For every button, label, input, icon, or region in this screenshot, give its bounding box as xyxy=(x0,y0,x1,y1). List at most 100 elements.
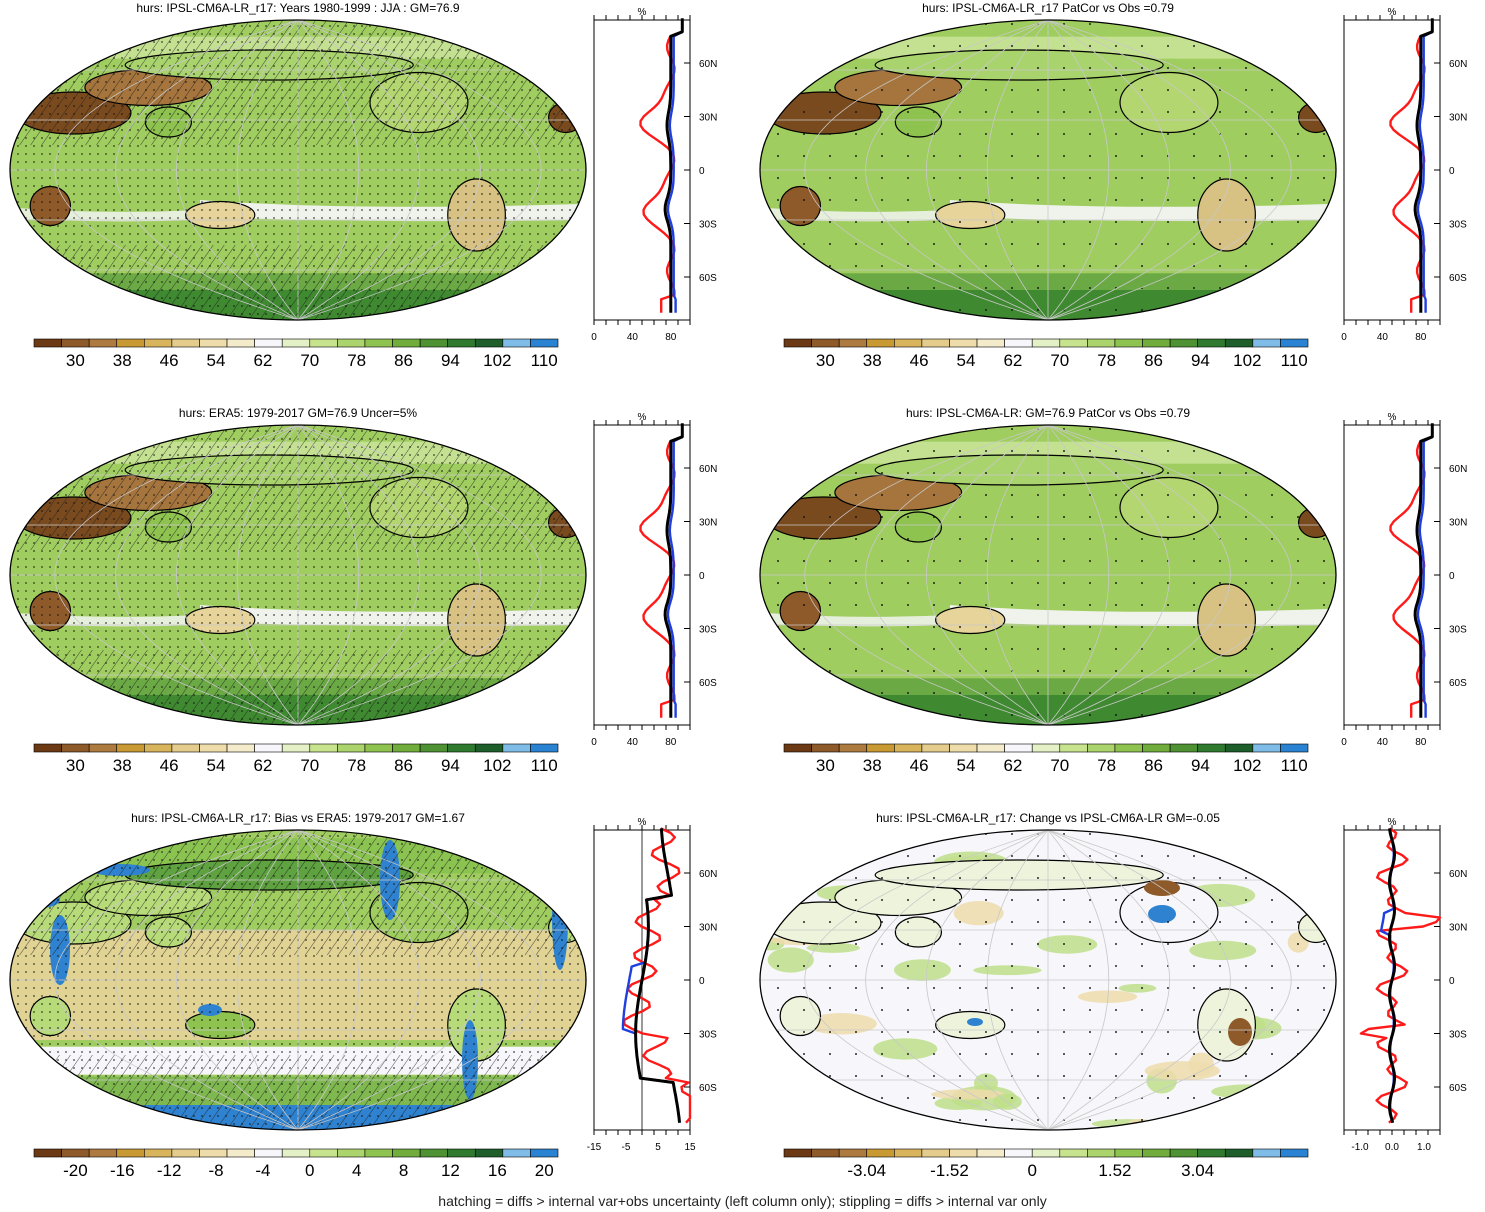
figure-caption: hatching = diffs > internal var+obs unce… xyxy=(438,1193,1047,1209)
colorbar-swatch xyxy=(1197,743,1226,753)
colorbar-swatch xyxy=(1169,1148,1198,1158)
colorbar-label: 62 xyxy=(1003,756,1022,775)
colorbar-label: 78 xyxy=(347,351,366,370)
colorbar-label: 46 xyxy=(160,756,179,775)
colorbar-swatch xyxy=(1059,743,1088,753)
profile-frame xyxy=(1343,424,1441,726)
colorbar-swatch xyxy=(1059,1148,1088,1158)
colorbar-swatch xyxy=(419,1148,448,1158)
colorbar-label: 94 xyxy=(1191,351,1210,370)
colorbar-swatch xyxy=(783,338,812,348)
latitude-label: 30S xyxy=(699,625,717,636)
colorbar-swatch xyxy=(838,1148,868,1158)
profile-frame xyxy=(1343,19,1441,321)
colorbar-swatch xyxy=(392,1148,421,1158)
colorbar-label: -3.04 xyxy=(847,1161,886,1180)
colorbar-label: 30 xyxy=(66,351,85,370)
colorbar-label: 102 xyxy=(483,756,511,775)
latitude-label: 30N xyxy=(1449,518,1467,529)
colorbar-swatch xyxy=(171,1148,200,1158)
panel-graphics: % 0 40 80 60N 30N 0 30S 60S 30 38 46 54 62 70 78 86 94 102… xyxy=(759,7,1467,370)
profile-xtick-label: 0 xyxy=(591,332,597,343)
colorbar-label: 110 xyxy=(531,351,558,370)
latitude-label: 30N xyxy=(1449,113,1467,124)
colorbar-label: 38 xyxy=(113,756,132,775)
colorbar-swatch xyxy=(530,743,559,753)
colorbar-swatch xyxy=(783,1148,812,1158)
colorbar-label: 70 xyxy=(1050,351,1069,370)
latitude-label: 30N xyxy=(699,518,717,529)
colorbar-swatch xyxy=(1114,338,1143,348)
map-title: hurs: IPSL-CM6A-LR_r17: Bias vs ERA5: 19… xyxy=(131,811,465,825)
colorbar-label: 54 xyxy=(207,351,226,370)
colorbar-swatch xyxy=(61,338,90,348)
profile-xtick-label: -15 xyxy=(587,1142,602,1153)
colorbar-swatch xyxy=(447,338,476,348)
profile-xtick-label: 0 xyxy=(1341,332,1347,343)
colorbar-swatch xyxy=(1087,338,1116,348)
colorbar-swatch xyxy=(1142,1148,1171,1158)
colorbar-label: 30 xyxy=(816,351,835,370)
colorbar-label: 8 xyxy=(399,1161,408,1180)
profile-xtick-label: 80 xyxy=(1415,737,1427,748)
colorbar-label: 4 xyxy=(352,1161,361,1180)
colorbar-swatch xyxy=(1031,1148,1061,1158)
zonal-mean-profile: % -15 -5 5 15 60N 30N 0 30S 60S xyxy=(587,817,718,1153)
profile-line-ocean xyxy=(1416,423,1434,718)
map-title: hurs: IPSL-CM6A-LR_r17: Years 1980-1999 … xyxy=(136,1,460,15)
colorbar-swatch xyxy=(1252,1148,1281,1158)
graticule xyxy=(10,830,586,1130)
colorbar-label: 1.52 xyxy=(1098,1161,1131,1180)
colorbar: -3.04 -1.52 0 1.52 3.04 xyxy=(783,1148,1309,1180)
zonal-mean-profile: % 0 40 80 60N 30N 0 30S 60S xyxy=(591,412,717,748)
colorbar-swatch xyxy=(1087,743,1116,753)
colorbar-swatch xyxy=(1252,743,1281,753)
colorbar-swatch xyxy=(949,1148,978,1158)
latitude-label: 30S xyxy=(699,1030,717,1041)
colorbar-swatch xyxy=(838,338,868,348)
profile-xtick-label: -1.0 xyxy=(1351,1142,1369,1153)
colorbar-swatch xyxy=(1169,338,1198,348)
colorbar-swatch xyxy=(866,1148,895,1158)
colorbar-swatch xyxy=(199,743,228,753)
zonal-mean-profile: % 0 40 80 60N 30N 0 30S 60S xyxy=(1341,7,1467,343)
colorbar-swatch xyxy=(1280,743,1309,753)
colorbar-label: 12 xyxy=(441,1161,460,1180)
colorbar-swatch xyxy=(1059,338,1088,348)
map-frame xyxy=(759,424,1337,726)
map-title: hurs: ERA5: 1979-2017 GM=76.9 Uncer=5% xyxy=(178,406,418,420)
colorbar: 30 38 46 54 62 70 78 86 94 102 110 xyxy=(33,338,559,370)
figure-panel: hurs: ERA5: 1979-2017 GM=76.9 Uncer=5%% 0… xyxy=(0,405,742,795)
colorbar-swatch xyxy=(921,1148,950,1158)
colorbar-label: 86 xyxy=(394,351,413,370)
latitude-label: 60S xyxy=(699,678,717,689)
colorbar-swatch xyxy=(1280,338,1309,348)
colorbar-label: 94 xyxy=(441,756,460,775)
colorbar-swatch xyxy=(1087,1148,1116,1158)
profile-line-model xyxy=(1387,828,1397,1124)
profile-unit-label: % xyxy=(638,7,647,18)
colorbar-swatch xyxy=(976,338,1005,348)
latitude-label: 0 xyxy=(1449,166,1455,177)
colorbar-swatch xyxy=(447,1148,476,1158)
colorbar-label: 46 xyxy=(910,756,929,775)
colorbar-swatch xyxy=(337,743,366,753)
profile-frame xyxy=(593,19,691,321)
profile-xtick-label: 15 xyxy=(684,1142,696,1153)
profile-line-model xyxy=(663,423,684,718)
colorbar-label: 110 xyxy=(531,756,558,775)
colorbar-swatch xyxy=(502,338,531,348)
map-title: hurs: IPSL-CM6A-LR: GM=76.9 PatCor vs Ob… xyxy=(905,406,1191,420)
colorbar-swatch xyxy=(921,743,950,753)
colorbar-swatch xyxy=(392,743,421,753)
latitude-label: 60S xyxy=(699,1083,717,1094)
colorbar-label: 62 xyxy=(1003,351,1022,370)
colorbar-swatch xyxy=(309,1148,338,1158)
colorbar-swatch xyxy=(976,1148,1005,1158)
colorbar-swatch xyxy=(364,743,393,753)
colorbar-swatch xyxy=(33,338,62,348)
latitude-label: 60S xyxy=(1449,678,1467,689)
colorbar-swatch xyxy=(254,338,283,348)
colorbar-swatch xyxy=(281,338,311,348)
panel-graphics: % 0 40 80 60N 30N 0 30S 60S 30 38 46 54 62 70 78 86 94 102… xyxy=(759,412,1467,775)
